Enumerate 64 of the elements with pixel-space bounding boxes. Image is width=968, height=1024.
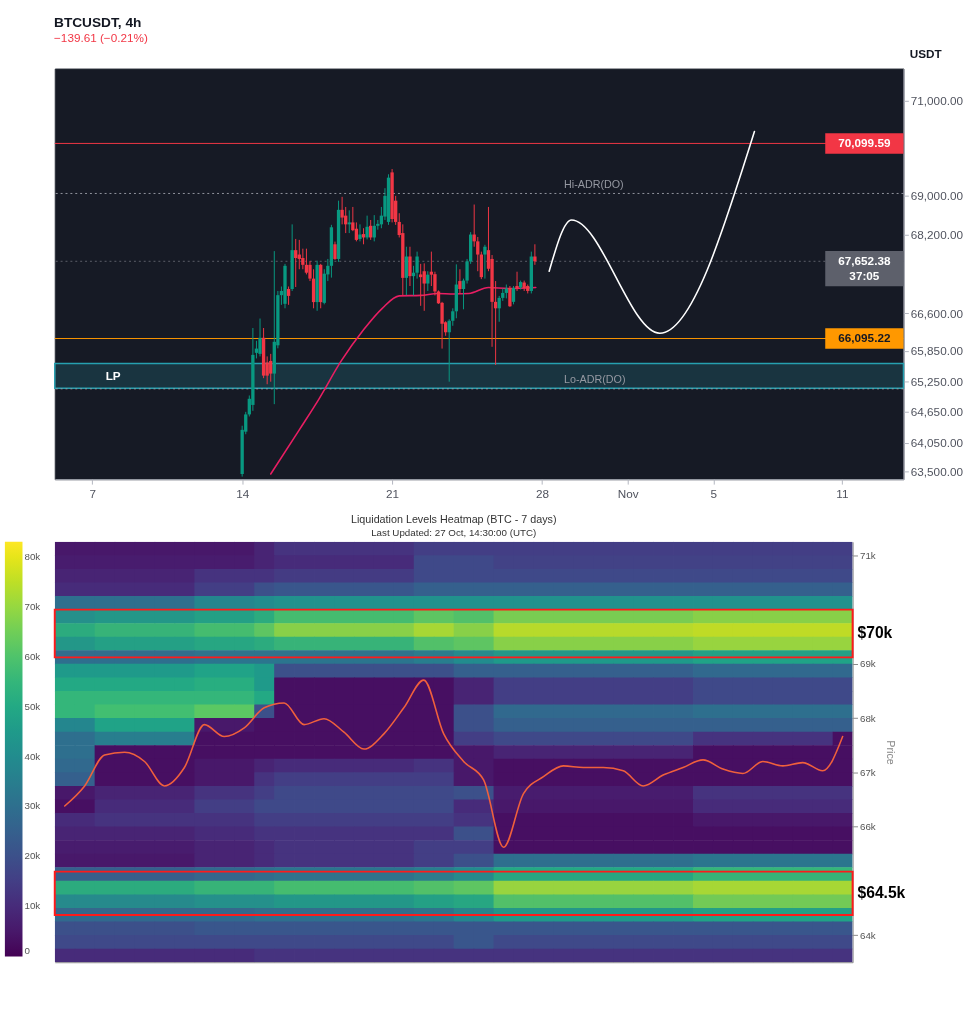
color-bar-label: 0 (24, 945, 31, 957)
y-axis-title: Price (885, 740, 898, 765)
ref-line-label: 67,652.38 37:05 (838, 254, 891, 282)
band-label: $64.5k (857, 884, 906, 902)
x-tick-label: Nov (617, 487, 639, 501)
candlestick (286, 286, 291, 306)
candlestick (269, 353, 273, 383)
y-tick-label: 64,050.00 (910, 436, 964, 450)
y-tick-label: 67k (859, 766, 876, 778)
ref-line-label: 70,099.59 (838, 136, 891, 150)
color-bar-label: 10k (24, 900, 41, 912)
y-tick-label: 65,250.00 (910, 374, 964, 388)
ref-line-label: Lo-ADR(DO) (563, 372, 626, 385)
chart-title: BTCUSDT, 4h (54, 15, 142, 31)
candlestick (304, 248, 309, 275)
band-label: $70k (857, 624, 893, 642)
candlestick (418, 263, 423, 307)
y-tick-label: 65,850.00 (910, 344, 964, 358)
color-bar-label: 70k (24, 600, 41, 612)
y-tick-label: 63,500.00 (910, 464, 964, 478)
chart-subtitle: Last Updated: 27 Oct, 14:30:00 (UTC) (371, 526, 537, 538)
y-tick-label: 66k (859, 821, 876, 833)
candlestick (511, 285, 516, 305)
y-tick-label: 68k (859, 712, 876, 724)
candlestick (365, 215, 369, 240)
color-bar-label: 30k (24, 800, 41, 812)
x-tick-label: 5 (710, 487, 718, 501)
y-tick-label: 71k (859, 549, 876, 561)
candlestick (515, 271, 519, 292)
color-bar-label: 20k (24, 850, 41, 862)
y-tick-label: 71,000.00 (910, 94, 964, 108)
candlestick (408, 246, 412, 287)
candlestick (294, 238, 298, 288)
ref-line-label: Hi-ADR(DO) (563, 177, 624, 190)
candlestick (358, 223, 362, 242)
candlestick (533, 243, 537, 266)
y-tick-label: 64,650.00 (910, 405, 964, 419)
color-bar-label: 40k (24, 750, 41, 762)
y-tick-label: 66,600.00 (910, 306, 964, 320)
color-bar-label: 50k (24, 700, 41, 712)
y-tick-label: 69,000.00 (910, 189, 964, 203)
x-tick-label: 14 (236, 487, 250, 501)
x-tick-label: 11 (836, 487, 849, 501)
x-tick-label: 21 (386, 487, 400, 501)
band-label: LP (105, 368, 121, 382)
candlestick (458, 268, 462, 294)
candlestick (483, 244, 487, 280)
y-tick-label: 64k (859, 929, 876, 941)
candlestick (347, 209, 351, 234)
color-bar-label: 80k (24, 550, 41, 562)
ref-line-label: 66,095.22 (838, 331, 891, 345)
candlestick (426, 270, 430, 292)
color-bar-label: 60k (24, 650, 41, 662)
chart-title: Liquidation Levels Heatmap (BTC - 7 days) (350, 513, 557, 526)
x-tick-label: 28 (535, 487, 550, 501)
y-tick-label: 69k (859, 658, 876, 670)
chart-subtitle: −139.61 (−0.21%) (54, 31, 148, 45)
candlestick (422, 262, 426, 312)
y-tick-label: 68,200.00 (910, 227, 964, 241)
x-tick-label: 7 (89, 487, 96, 501)
candlestick (258, 318, 262, 357)
candlestick (508, 285, 512, 308)
y-axis-title: USDT (909, 47, 943, 61)
candlestick (333, 241, 337, 261)
